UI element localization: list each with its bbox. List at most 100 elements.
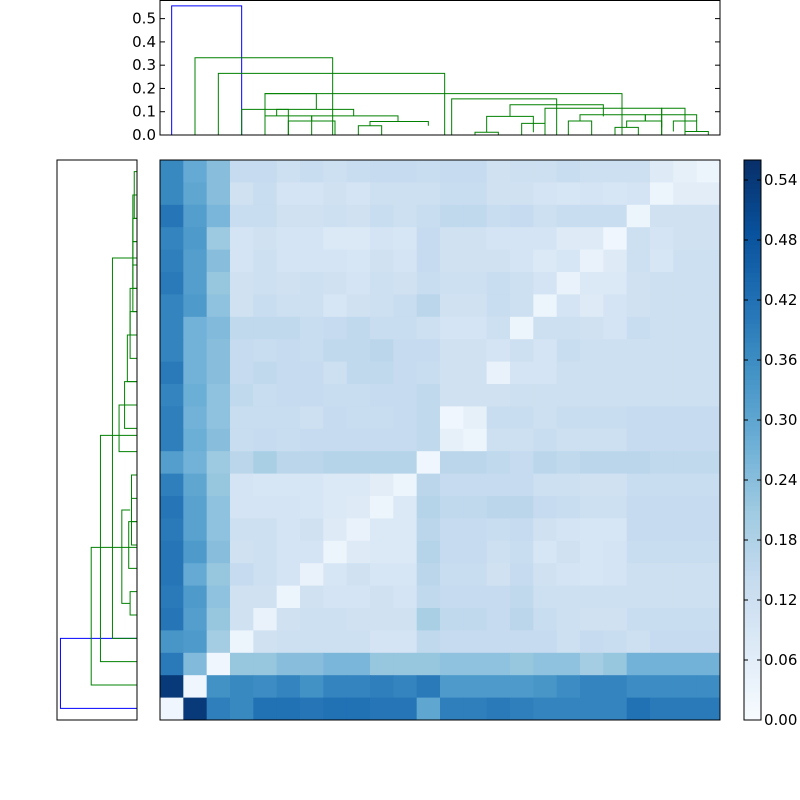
heatmap-cell: [603, 227, 628, 251]
heatmap-cell: [463, 585, 488, 609]
heatmap-cell: [160, 406, 184, 430]
heatmap-cell: [253, 182, 278, 206]
heatmap-cell: [346, 540, 371, 564]
heatmap-cell: [183, 675, 208, 699]
heatmap-cell: [603, 249, 628, 273]
heatmap-cell: [323, 675, 348, 699]
heatmap-cell: [323, 339, 348, 363]
colorbar-segment: [744, 370, 761, 376]
heatmap-cell: [463, 675, 488, 699]
heatmap-cell: [603, 406, 628, 430]
colorbar-segment: [744, 426, 761, 432]
colorbar-segment: [744, 570, 761, 576]
colorbar-segment: [744, 673, 761, 679]
heatmap-cell: [393, 608, 418, 631]
heatmap-cell: [230, 428, 254, 452]
heatmap-cell: [603, 540, 628, 564]
heatmap-cell: [416, 697, 441, 721]
colorbar-segment: [744, 528, 761, 534]
heatmap-cell: [650, 160, 674, 183]
heatmap-cell: [300, 204, 324, 228]
dendrogram-link: [614, 126, 639, 135]
heatmap-cell: [323, 316, 348, 340]
heatmap-cell: [626, 675, 651, 699]
heatmap-cell: [510, 249, 534, 273]
heatmap-cell: [696, 473, 721, 497]
heatmap-cell: [440, 608, 464, 631]
heatmap-cell: [556, 406, 581, 430]
heatmap-cell: [370, 316, 394, 340]
colorbar-segment: [744, 682, 761, 688]
heatmap-cell: [556, 518, 581, 542]
heatmap-cell: [510, 697, 534, 721]
heatmap-cell: [346, 406, 371, 430]
heatmap-cell: [276, 294, 301, 318]
heatmap-cell: [533, 406, 558, 430]
heatmap-cell: [416, 182, 441, 206]
heatmap-cell: [580, 182, 604, 206]
heatmap-cell: [276, 227, 301, 251]
heatmap-cell: [416, 496, 441, 519]
heatmap-cell: [673, 406, 698, 430]
dendrogram-link: [133, 171, 137, 219]
heatmap-cell: [556, 384, 581, 407]
heatmap-cell: [440, 630, 464, 654]
colorbar-segment: [744, 533, 761, 539]
heatmap-cell: [183, 428, 208, 452]
colorbar-segment: [744, 468, 761, 474]
heatmap-cell: [160, 294, 184, 318]
heatmap-cell: [440, 473, 464, 497]
colorbar-segment: [744, 160, 761, 166]
heatmap-cell: [323, 518, 348, 542]
heatmap-cell: [346, 675, 371, 699]
heatmap-cell: [556, 227, 581, 251]
heatmap-cell: [626, 294, 651, 318]
heatmap-cell: [253, 675, 278, 699]
heatmap-cell: [463, 697, 488, 721]
heatmap-cell: [650, 227, 674, 251]
heatmap-cell: [463, 272, 488, 295]
dendrogram-link: [369, 121, 429, 126]
heatmap-cell: [673, 249, 698, 273]
heatmap-cell: [533, 697, 558, 721]
colorbar-tick-label: 0.12: [764, 591, 797, 609]
heatmap-cell: [463, 652, 488, 676]
colorbar-segment: [744, 342, 761, 348]
heatmap-cell: [370, 160, 394, 183]
heatmap-cell: [346, 451, 371, 475]
heatmap-cell: [323, 652, 348, 676]
heatmap-cell: [183, 518, 208, 542]
heatmap-cell: [440, 272, 464, 295]
heatmap-cell: [673, 630, 698, 654]
heatmap-cell: [650, 272, 674, 295]
colorbar-segment: [744, 477, 761, 483]
heatmap-cell: [160, 630, 184, 654]
heatmap-cell: [323, 182, 348, 206]
heatmap-cell: [580, 316, 604, 340]
heatmap-cell: [556, 361, 581, 385]
heatmap-cell: [370, 630, 394, 654]
heatmap-cell: [626, 518, 651, 542]
heatmap-cell: [346, 518, 371, 542]
heatmap-cell: [463, 518, 488, 542]
heatmap-cell: [626, 473, 651, 497]
heatmap-cell: [276, 451, 301, 475]
heatmap-cell: [463, 316, 488, 340]
heatmap-cell: [626, 496, 651, 519]
heatmap-cell: [230, 630, 254, 654]
heatmap-cell: [580, 384, 604, 407]
heatmap-cell: [603, 451, 628, 475]
heatmap-cell: [486, 518, 511, 542]
colorbar-segment: [744, 659, 761, 665]
colorbar-segment: [744, 622, 761, 628]
heatmap-cell: [370, 697, 394, 721]
heatmap-cell: [253, 496, 278, 519]
heatmap-cell: [696, 384, 721, 407]
heatmap-cell: [416, 428, 441, 452]
heatmap-cell: [346, 272, 371, 295]
colorbar-segment: [744, 696, 761, 702]
heatmap-cell: [370, 563, 394, 587]
colorbar-segment: [744, 314, 761, 320]
heatmap-cell: [440, 316, 464, 340]
heatmap-cell: [603, 675, 628, 699]
